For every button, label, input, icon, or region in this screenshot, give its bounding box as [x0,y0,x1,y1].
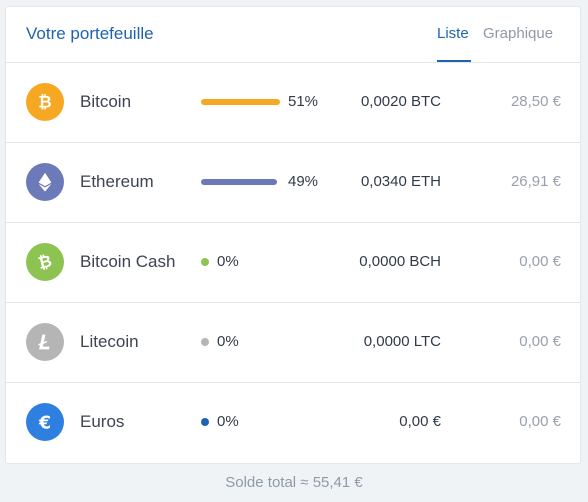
allocation-percent: 0% [217,333,239,350]
asset-value: 0,00 € [519,413,561,430]
asset-row-ethereum[interactable]: Ethereum 49% 0,0340 ETH 26,91 € [6,143,580,223]
tab-graphique[interactable]: Graphique [483,25,554,42]
total-balance: Solde total ≈ 55,41 € [225,474,363,491]
asset-name: Euros [80,412,125,431]
allocation-dot [201,338,209,346]
allocation-dot [201,258,209,266]
svg-text:₿: ₿ [36,251,54,273]
asset-value: 0,00 € [519,253,561,270]
allocation-dot [201,418,209,426]
allocation-percent: 0% [217,253,239,270]
allocation-bar [201,99,280,105]
asset-row-litecoin[interactable]: Litecoin 0% 0,0000 LTC 0,00 € [6,303,580,383]
allocation-percent: 0% [217,413,239,430]
portfolio-header: Votre portefeuille Liste Graphique [6,7,580,63]
asset-amount: 0,0340 ETH [360,173,441,190]
asset-row-bitcoin-cash[interactable]: ₿ Bitcoin Cash 0% 0,0000 BCH 0,00 € [6,223,580,303]
tab-liste[interactable]: Liste [437,25,469,42]
bitcoin-cash-icon: ₿ [26,243,64,281]
page-title: Votre portefeuille [26,24,154,43]
asset-name: Bitcoin Cash [80,252,176,271]
portfolio-card: Votre portefeuille Liste Graphique ₿ Bit… [5,6,581,464]
asset-value: 26,91 € [510,173,561,190]
asset-row-bitcoin[interactable]: ₿ Bitcoin 51% 0,0020 BTC 28,50 € [6,63,580,143]
euro-icon: € [26,403,64,441]
svg-text:€: € [38,413,51,433]
asset-name: Ethereum [80,172,154,191]
allocation-percent: 51% [288,93,319,110]
litecoin-icon [26,323,64,361]
asset-value: 28,50 € [510,93,561,110]
asset-name: Litecoin [80,332,139,351]
asset-row-euros[interactable]: € Euros 0% 0,00 € 0,00 € [6,383,580,462]
asset-value: 0,00 € [519,333,561,350]
allocation-bar [201,179,277,185]
asset-amount: 0,0000 LTC [363,333,441,350]
allocation-percent: 49% [288,173,319,190]
bitcoin-icon: ₿ [26,83,64,121]
asset-name: Bitcoin [80,92,132,111]
asset-amount: 0,0020 BTC [360,93,441,110]
asset-amount: 0,0000 BCH [359,253,441,270]
svg-text:₿: ₿ [38,93,51,112]
active-tab-indicator [437,60,471,62]
ethereum-icon [26,163,64,201]
asset-amount: 0,00 € [399,413,441,430]
